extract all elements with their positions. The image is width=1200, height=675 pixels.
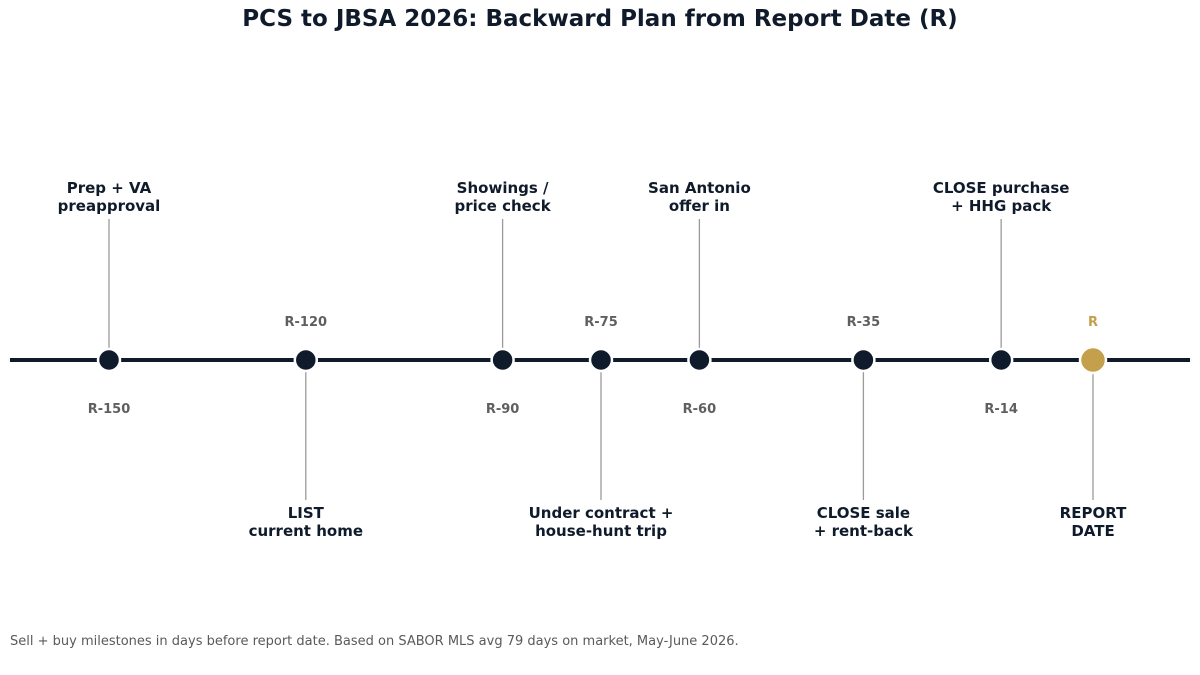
event-label: CLOSE sale bbox=[817, 504, 910, 522]
event-label: LIST bbox=[288, 504, 325, 522]
day-label: R-35 bbox=[847, 315, 881, 330]
event-label: DATE bbox=[1071, 522, 1114, 540]
milestone-marker bbox=[293, 347, 319, 373]
milestone-marker bbox=[96, 347, 122, 373]
day-label: R-14 bbox=[984, 402, 1018, 417]
event-label: offer in bbox=[669, 197, 730, 215]
day-label: R-75 bbox=[584, 315, 618, 330]
event-label: REPORT bbox=[1060, 504, 1127, 522]
milestone-marker bbox=[687, 347, 712, 373]
day-label: R bbox=[1088, 315, 1098, 330]
event-label: San Antonio bbox=[648, 179, 751, 197]
day-label: R-120 bbox=[285, 315, 328, 330]
event-label: Under contract + bbox=[529, 504, 674, 522]
milestone-marker bbox=[988, 347, 1014, 373]
day-label: R-90 bbox=[486, 402, 520, 417]
day-label: R-150 bbox=[88, 402, 131, 417]
event-label: + HHG pack bbox=[951, 197, 1052, 215]
event-label: preapproval bbox=[58, 197, 161, 215]
milestone-marker bbox=[851, 347, 876, 373]
page-title: PCS to JBSA 2026: Backward Plan from Rep… bbox=[242, 6, 958, 32]
footnote: Sell + buy milestones in days before rep… bbox=[10, 634, 739, 649]
report-date-marker bbox=[1078, 345, 1108, 375]
milestone-marker bbox=[490, 347, 515, 373]
event-label: price check bbox=[455, 197, 552, 215]
event-label: current home bbox=[249, 522, 363, 540]
milestone: R-90 Showings /price check bbox=[455, 179, 552, 417]
event-label: house-hunt trip bbox=[535, 522, 667, 540]
event-label: Showings / bbox=[457, 179, 549, 197]
milestone: R-75 Under contract +house-hunt trip bbox=[529, 315, 674, 540]
day-label: R-60 bbox=[683, 402, 717, 417]
event-label: Prep + VA bbox=[67, 179, 152, 197]
event-label: + rent-back bbox=[814, 522, 914, 540]
milestone: R-14 CLOSE purchase+ HHG pack bbox=[933, 179, 1070, 417]
milestone: R-35 CLOSE sale+ rent-back bbox=[814, 315, 914, 540]
milestone-marker bbox=[588, 347, 614, 373]
event-label: CLOSE purchase bbox=[933, 179, 1070, 197]
